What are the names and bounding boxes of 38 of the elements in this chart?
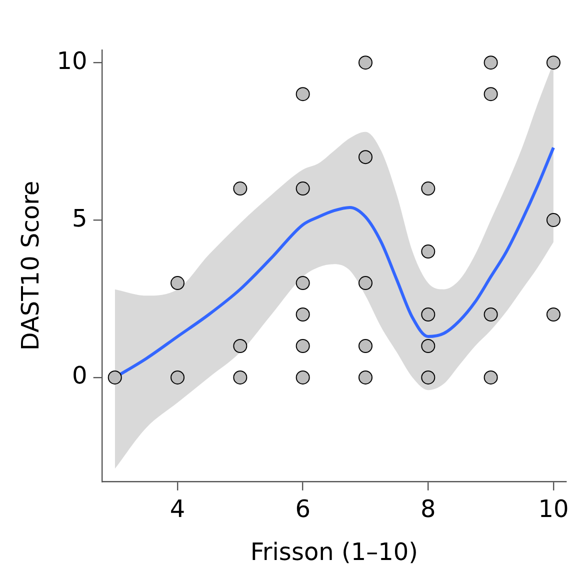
x-tick-label: 8 — [420, 495, 436, 524]
point — [421, 308, 436, 322]
point — [296, 87, 310, 102]
point — [484, 87, 498, 102]
y-tick-label: 10 — [56, 46, 88, 75]
x-axis-title: Frisson (1–10) — [250, 538, 418, 566]
point — [108, 370, 122, 384]
point — [421, 370, 436, 384]
point — [358, 338, 372, 353]
point — [358, 370, 372, 384]
point — [296, 370, 310, 384]
point — [233, 370, 248, 384]
point — [358, 150, 372, 164]
x-tick-label: 4 — [170, 495, 186, 524]
point — [484, 308, 498, 322]
point — [296, 308, 310, 322]
point — [546, 213, 560, 228]
y-tick-label: 0 — [72, 362, 88, 390]
point — [296, 182, 310, 196]
point — [421, 244, 436, 259]
point — [484, 56, 498, 70]
point — [170, 276, 185, 290]
point — [233, 338, 248, 353]
point — [358, 56, 372, 70]
point — [233, 182, 248, 196]
point — [421, 338, 436, 353]
x-tick-label: 10 — [538, 495, 569, 524]
point — [546, 56, 560, 70]
point — [421, 182, 436, 196]
x-tick-label: 6 — [295, 495, 310, 524]
point — [296, 276, 310, 290]
y-tick-label: 5 — [72, 204, 88, 232]
point — [170, 370, 185, 384]
point — [358, 276, 372, 290]
point — [546, 308, 560, 322]
y-axis-title: DAST10 Score — [16, 180, 45, 351]
point — [296, 338, 310, 353]
point — [484, 370, 498, 384]
